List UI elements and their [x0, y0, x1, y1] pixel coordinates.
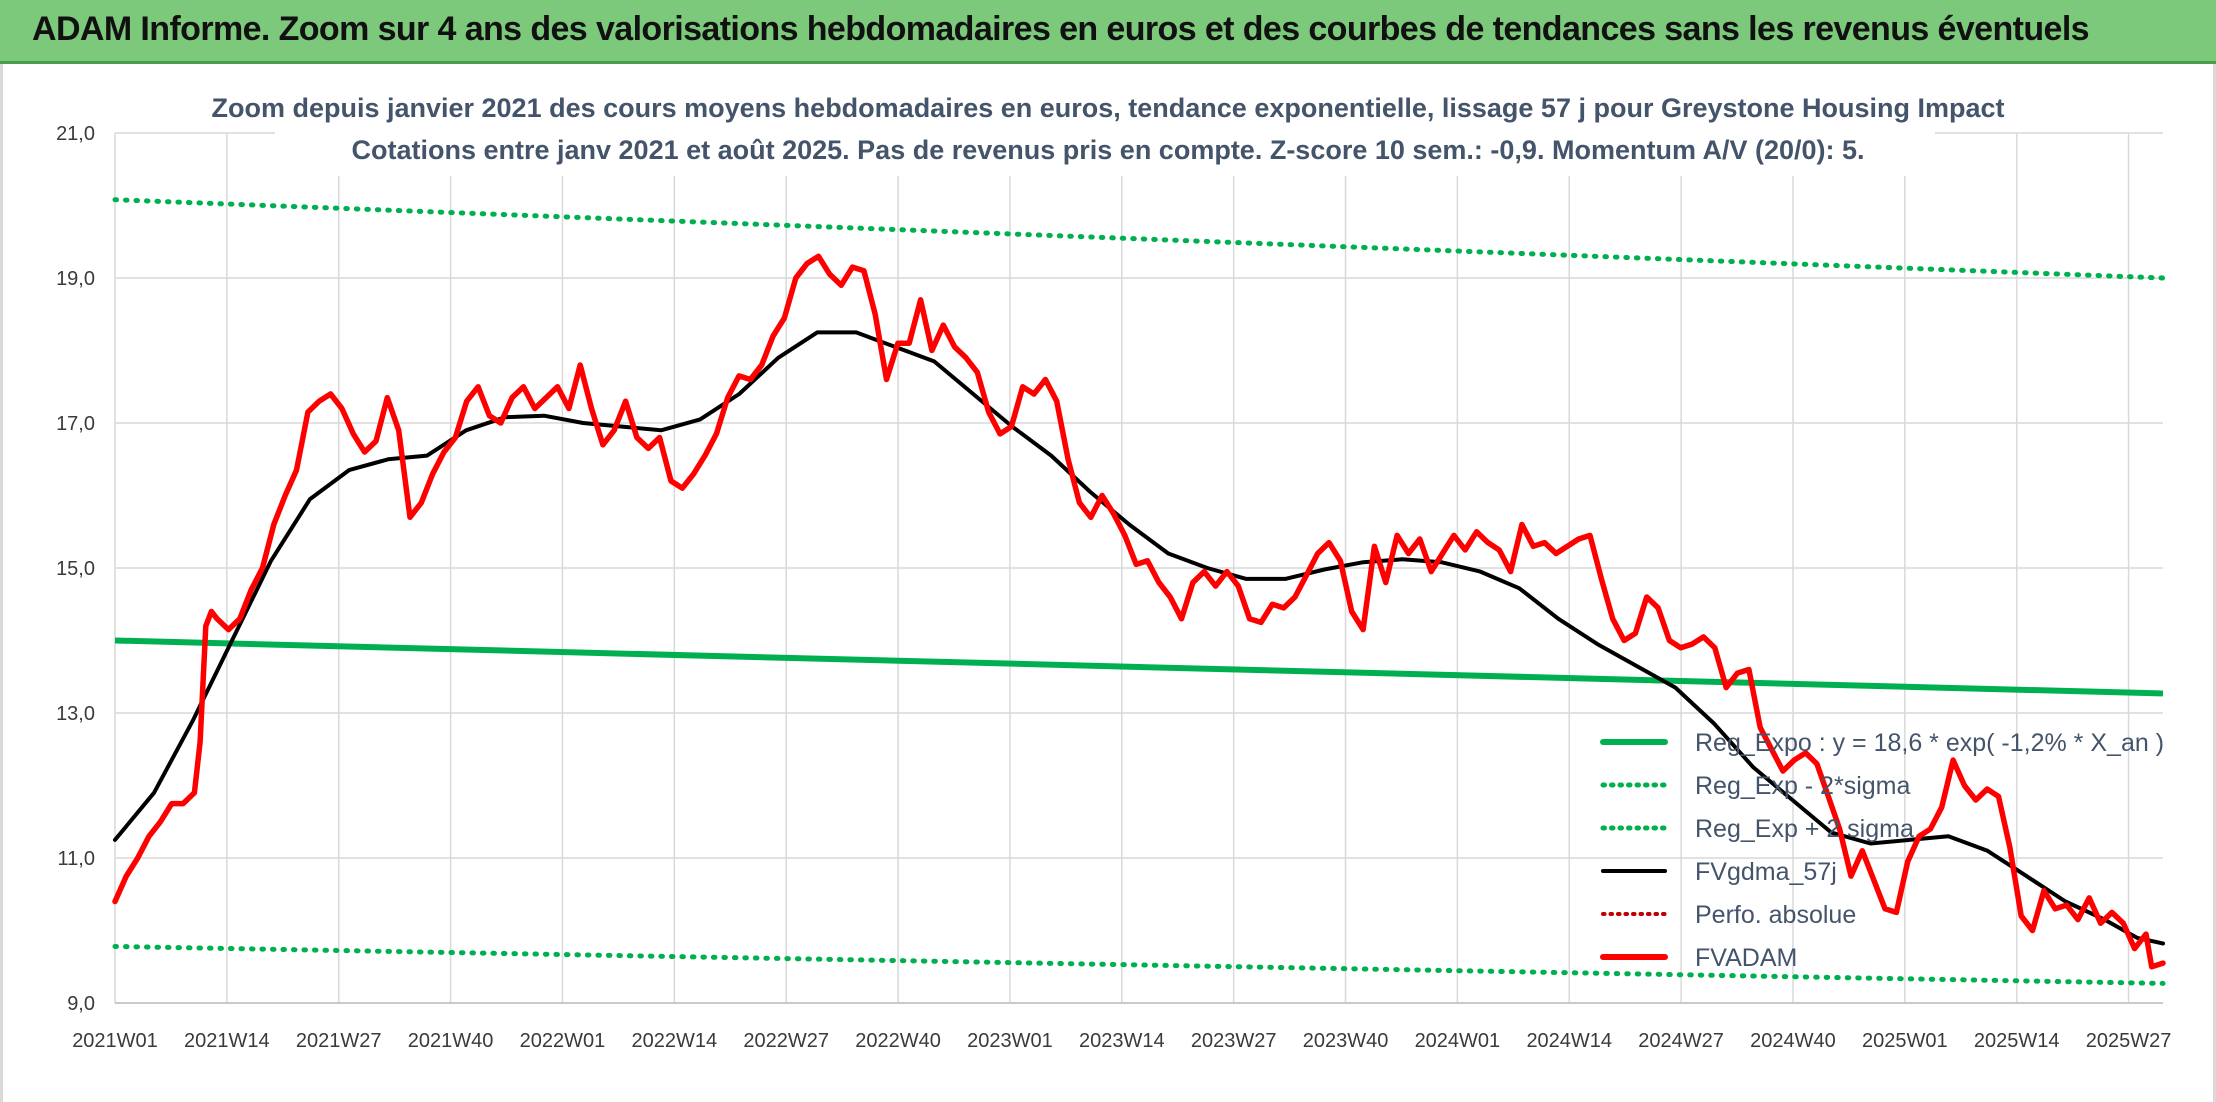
y-tick-label: 15,0 [56, 558, 95, 580]
x-tick-label: 2022W01 [520, 1030, 606, 1052]
x-tick-label: 2023W27 [1191, 1030, 1277, 1052]
chart-title-line: Zoom depuis janvier 2021 des cours moyen… [211, 93, 2004, 123]
x-tick-label: 2023W01 [967, 1030, 1053, 1052]
series-smooth-line [113, 330, 2165, 946]
x-tick-label: 2025W01 [1862, 1030, 1948, 1052]
report-title: ADAM Informe. Zoom sur 4 ans des valoris… [32, 10, 2090, 48]
legend-label: Reg_Exp + 2 sigma [1695, 815, 1914, 843]
chart-svg: 9,0 11,0 13,0 15,0 17,0 19,0 21,0 2021W01 2021W1… [56, 86, 2172, 1052]
x-tick-label: 2024W14 [1526, 1030, 1612, 1052]
series-price-line [112, 253, 2166, 970]
x-tick-label: 2025W14 [1974, 1030, 2060, 1052]
x-tick-label: 2022W27 [743, 1030, 829, 1052]
legend-label: Perfo. absolue [1695, 901, 1856, 929]
y-tick-label: 11,0 [58, 848, 95, 870]
x-tick-label: 2024W40 [1750, 1030, 1836, 1052]
chart-title-line: Cotations entre janv 2021 et août 2025. … [351, 135, 1864, 165]
y-tick-label: 9,0 [67, 993, 95, 1015]
title-box [275, 86, 1935, 176]
legend-label: Reg_Exp - 2*sigma [1695, 772, 1910, 800]
x-tick-label: 2021W40 [408, 1030, 494, 1052]
legend-label: FVgdma_57j [1695, 858, 1837, 886]
legend-label: FVADAM [1695, 944, 1797, 972]
x-tick-label: 2021W14 [184, 1030, 270, 1052]
x-tick-label: 2021W01 [72, 1030, 158, 1052]
x-tick-label: 2025W27 [2086, 1030, 2172, 1052]
x-tick-label: 2023W40 [1303, 1030, 1389, 1052]
y-tick-label: 13,0 [56, 703, 95, 725]
y-tick-label: 19,0 [56, 268, 95, 290]
x-tick-label: 2022W14 [632, 1030, 718, 1052]
x-tick-label: 2024W01 [1415, 1030, 1501, 1052]
report-banner: ADAM Informe. Zoom sur 4 ans des valoris… [0, 0, 2216, 64]
series-trend-line [114, 637, 2164, 697]
x-tick-label: 2024W27 [1638, 1030, 1724, 1052]
series-lower-band [112, 943, 2166, 986]
y-tick-label: 21,0 [56, 123, 95, 145]
series-upper-band [112, 197, 2166, 281]
x-tick-label: 2022W40 [855, 1030, 941, 1052]
chart-frame: 9,0 11,0 13,0 15,0 17,0 19,0 21,0 2021W01 2021W1… [0, 64, 2216, 1102]
y-tick-label: 17,0 [56, 413, 95, 435]
x-tick-label: 2023W14 [1079, 1030, 1165, 1052]
x-tick-label: 2021W27 [296, 1030, 382, 1052]
legend-label: Reg_Expo : y = 18,6 * exp( -1,2% * X_an … [1695, 729, 2164, 757]
